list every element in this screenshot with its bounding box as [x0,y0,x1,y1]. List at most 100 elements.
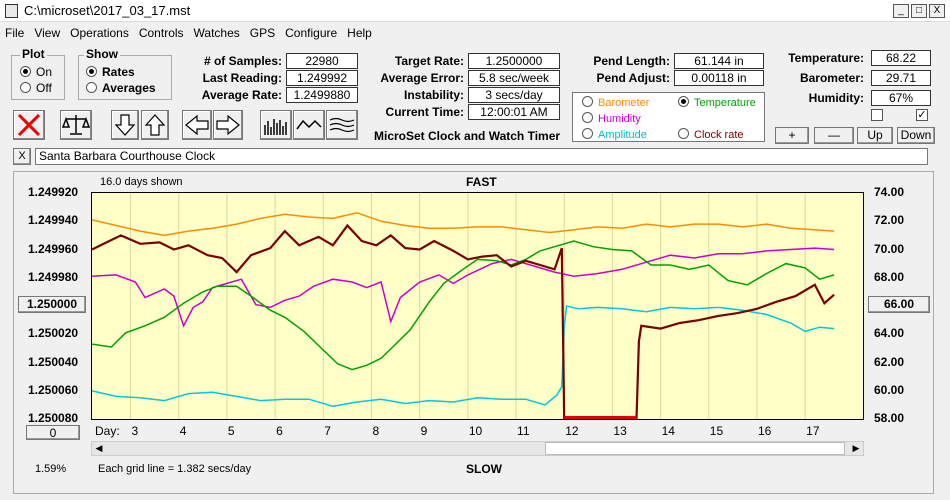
series-barometer-label: Barometer [598,97,650,109]
scroll-left-icon[interactable]: ◀ [95,443,103,453]
center-env-button[interactable]: 66.00 [868,296,930,313]
multi-line-view-button[interactable] [326,110,358,140]
temperature-value: 68.22 [871,50,931,66]
clock-name-field[interactable]: Santa Barbara Courthouse Clock [35,148,928,165]
day-tick-label: 15 [709,424,724,438]
pend-adjust-value: 0.00118 in [674,70,764,86]
plot-on-label: On [36,65,53,79]
y-right-tick: 70.00 [874,241,905,256]
menu-gps[interactable]: GPS [249,26,276,40]
y-left-tick: 1.249920 [28,185,79,199]
fast-label: FAST [466,175,497,189]
samples-label: # of Samples: [203,54,282,68]
show-rates-radio[interactable]: Rates [86,65,135,79]
plot-group-title: Plot [20,47,47,61]
radio-dot [678,96,689,107]
series-line-clock_rate [91,223,835,421]
scroll-thumb[interactable] [545,442,845,455]
series-line-temperature [91,240,835,371]
series-humidity-radio[interactable]: Humidity [582,112,641,125]
day-tick-label: 3 [131,424,139,438]
plot-on-radio[interactable]: On [20,65,52,79]
radio-dot [20,82,31,93]
arrow-down-icon [114,114,136,136]
day-tick-label: 12 [565,424,579,438]
close-window-button[interactable]: X [929,4,945,18]
series-amplitude-radio[interactable]: Amplitude [582,128,647,141]
series-barometer-radio[interactable]: Barometer [582,96,649,109]
clear-clock-button[interactable]: X [13,148,31,165]
menu-bar: File View Operations Controls Watches GPS Conf… [0,23,950,43]
line-view-button[interactable] [293,110,325,140]
day-tick-label: 9 [420,424,428,438]
show-averages-label: Averages [102,81,156,95]
plot-off-radio[interactable]: Off [20,81,52,95]
offset-zero-button[interactable]: 0 [26,425,80,440]
series-temperature-label: Temperature [694,97,756,109]
y-right-tick: 58.00 [874,411,905,425]
bars-view-button[interactable] [260,110,292,140]
minimize-button[interactable]: _ [893,4,909,18]
y-left-tick: 1.250060 [28,382,79,397]
series-temperature-radio[interactable]: Temperature [678,96,756,109]
pend-adjust-label: Pend Adjust: [596,71,670,85]
slow-label: SLOW [466,462,502,476]
day-tick-label: 17 [806,424,820,438]
series-line-barometer [91,212,835,237]
up-button[interactable]: Up [857,127,893,144]
app-icon [5,4,18,18]
barometer-label: Barometer: [799,71,864,85]
title-bar [0,0,950,22]
down-button[interactable]: Down [897,127,935,144]
stop-button[interactable] [13,110,45,140]
y-left-tick: 1.250040 [28,354,79,369]
menu-operations[interactable]: Operations [70,26,129,40]
y-right-tick: 64.00 [874,326,905,341]
menu-watches[interactable]: Watches [193,26,240,40]
average-rate-label: Average Rate: [201,88,282,102]
menu-controls[interactable]: Controls [138,26,184,40]
increase-button[interactable]: + [775,127,809,144]
scroll-right-icon[interactable]: ▶ [852,443,860,453]
day-tick-label: 4 [179,424,187,438]
arrow-up-button[interactable] [141,110,169,140]
current-time-label: Current Time: [385,105,464,119]
menu-view[interactable]: View [34,26,61,40]
current-time-value: 12:00:01 AM [468,104,560,120]
day-tick-label: 11 [517,424,530,438]
maximize-button[interactable]: □ [911,4,927,18]
grid-note: Each grid line = 1.382 secs/day [98,463,252,475]
days-shown-label: 16.0 days shown [100,176,183,188]
arrow-down-button[interactable] [111,110,139,140]
chart-svg [91,193,835,421]
checkbox-1[interactable] [871,109,883,121]
arrow-right-button[interactable] [213,110,243,140]
series-selector [572,92,765,142]
average-rate-value: 1.2499880 [286,87,358,103]
checkbox-2[interactable]: ✓ [916,109,928,121]
day-label: Day: [95,424,120,438]
menu-configure[interactable]: Configure [285,26,338,40]
humidity-label: Humidity: [808,91,864,105]
target-rate-label: Target Rate: [394,54,464,68]
menu-file[interactable]: File [5,26,25,40]
y-right-tick: 72.00 [874,213,905,228]
series-line-humidity [91,247,835,328]
arrow-left-button[interactable] [182,110,212,140]
series-clock-rate-radio[interactable]: Clock rate [678,128,744,141]
arrow-up-icon [144,114,166,136]
menu-help[interactable]: Help [347,26,372,40]
radio-dot [582,112,593,123]
decrease-button[interactable]: — [814,127,854,144]
show-averages-radio[interactable]: Averages [86,81,156,95]
radio-dot [86,66,97,77]
arrow-right-icon [216,114,240,136]
barometer-value: 29.71 [871,70,931,86]
average-error-label: Average Error: [380,71,464,85]
radio-dot [582,128,593,139]
average-error-value: 5.8 sec/week [468,70,560,86]
instability-value: 3 secs/day [468,87,560,103]
center-rate-button[interactable]: 1.250000 [18,296,86,313]
balance-button[interactable] [60,110,92,140]
day-tick-label: 5 [227,424,235,438]
